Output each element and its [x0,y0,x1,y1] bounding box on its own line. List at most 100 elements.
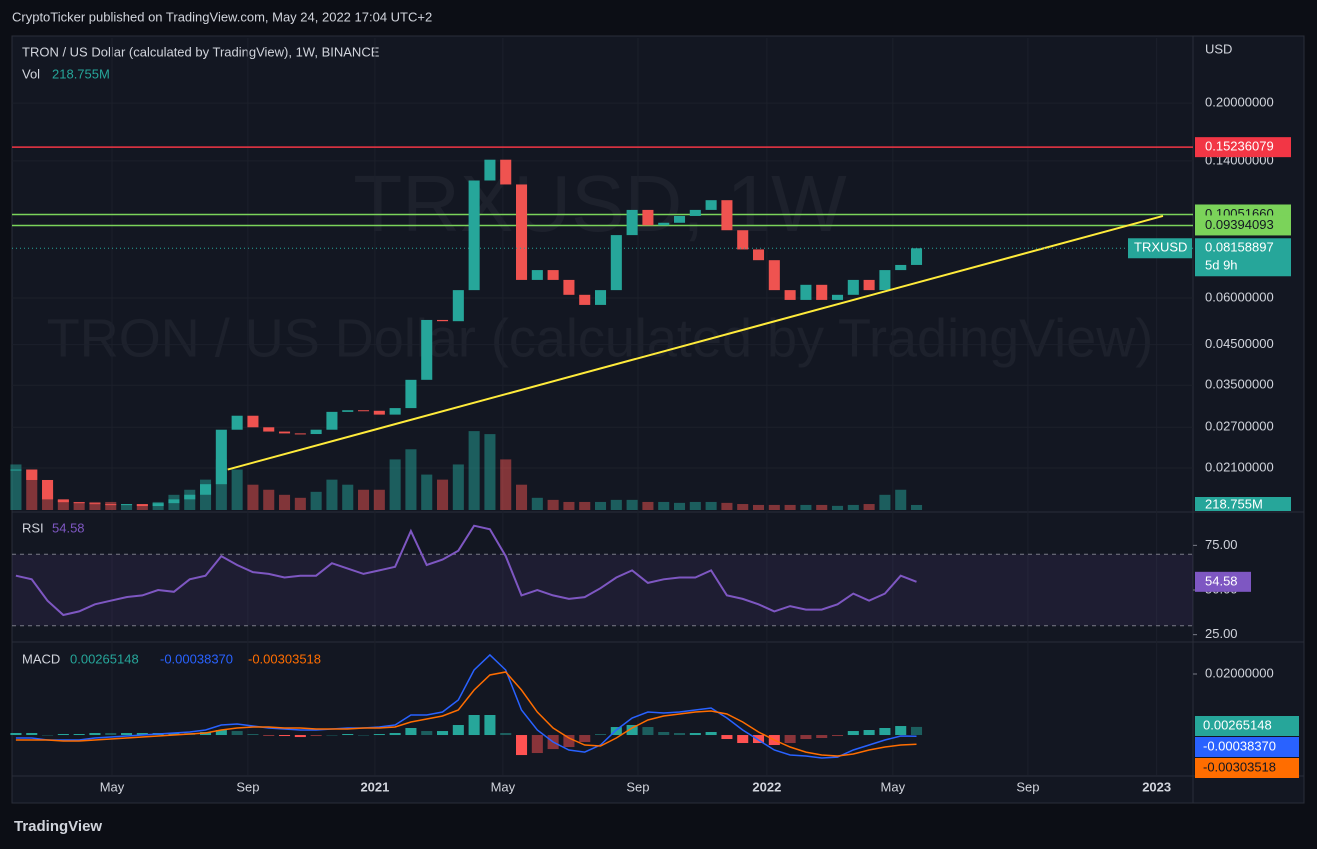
histogram-bar [800,735,812,740]
volume-bar [358,489,370,510]
volume-bar [847,504,859,510]
histogram-bar [531,735,543,754]
histogram-bar [705,732,717,736]
volume-bar [279,494,291,510]
candle [658,222,670,226]
y-tick-label: 0.02700000 [1205,419,1274,434]
volume-bar [831,505,844,510]
volume-bar [594,501,607,510]
volume-bar [547,499,559,510]
candle [879,270,891,291]
volume-bar [405,449,417,510]
histogram-bar [721,735,733,740]
volume-bar [121,504,133,510]
volume-bar [136,504,148,510]
volume-bar [437,479,449,510]
macd-tag [1195,737,1299,757]
price-tag-label: 0.09394093 [1205,217,1274,232]
histogram-bar [57,734,69,736]
candle [310,429,322,435]
volume-bar [421,474,433,510]
chart-title: TRON / US Dollar (calculated by TradingV… [22,44,380,59]
histogram-bar [515,735,528,756]
histogram-bar [279,735,291,737]
histogram-bar [389,733,401,736]
histogram-bar [136,733,148,736]
histogram-bar [752,735,765,744]
candle [358,410,370,412]
symbol-tag [1128,238,1192,259]
volume-bar [57,499,69,510]
volume-bar [310,491,322,510]
header: CryptoTicker published on TradingView.co… [12,9,432,24]
symbol-tag-label: TRXUSD [1134,240,1187,255]
histogram-bar [247,734,259,736]
volume-bar [800,504,812,510]
volume-bar [89,501,101,510]
signal-line [15,671,917,757]
x-tick-label: Sep [1016,779,1039,794]
price-tag-label: 0.15236079 [1205,139,1274,154]
histogram-bar [784,735,796,744]
y-tick-label: 0.06000000 [1205,289,1274,304]
x-tick-label: 2021 [360,779,389,794]
price-tag [1195,215,1291,236]
rsi-band [12,554,1193,626]
candle [10,469,22,471]
histogram-bar [105,733,117,736]
volume-tag [1195,497,1291,511]
histogram-bar [373,734,385,736]
candle [721,200,733,231]
x-tick-label: Sep [626,779,649,794]
watermark: TRXUSD, 1W [353,159,847,248]
volume-tag-label: 218.755M [1205,496,1263,511]
histogram-tag [1195,716,1299,736]
histogram-bar [10,733,22,736]
candle [594,290,607,305]
histogram-bar [500,733,512,736]
candle [200,484,212,495]
candle [42,479,54,500]
volume-bar [563,501,575,510]
candle [405,379,417,409]
histogram-bar [579,735,591,743]
volume-bar [105,501,117,510]
histogram-bar [879,728,891,736]
histogram-bar [910,726,923,736]
volume-bar [895,489,907,510]
x-tick-label: 2022 [752,779,781,794]
histogram-bar [468,715,480,736]
candle [673,215,686,223]
y-tick-label: 75.00 [1205,537,1238,552]
histogram-legend-value: 0.00265148 [70,651,139,666]
volume-bar [184,489,196,510]
candle [737,230,749,250]
x-tick-label: May [491,779,516,794]
histogram-bar [642,727,654,736]
candle [610,235,622,291]
y-tick-label: 0.02000000 [1205,665,1274,680]
volume-bar [863,504,875,510]
volume-bar [294,497,306,510]
candle [121,504,133,506]
volume-bar [484,434,496,510]
volume-bar [816,504,828,510]
candle [89,503,101,505]
rsi-legend: RSI [22,520,44,535]
volume-bar [263,489,275,510]
candle [168,499,180,504]
candle [279,431,291,434]
y-tick-label: 0.03500000 [1205,377,1274,392]
volume-bar [200,479,212,510]
histogram-bar [484,715,496,736]
brand: TradingView [14,818,102,835]
candle [579,294,591,305]
volume-bar [768,504,780,510]
candle [452,290,464,322]
candle [342,410,354,412]
y-tick-label: 25.00 [1205,626,1238,641]
volume-legend: Vol [22,66,40,81]
candle [57,499,69,503]
candle [136,504,148,507]
candle [800,284,812,300]
